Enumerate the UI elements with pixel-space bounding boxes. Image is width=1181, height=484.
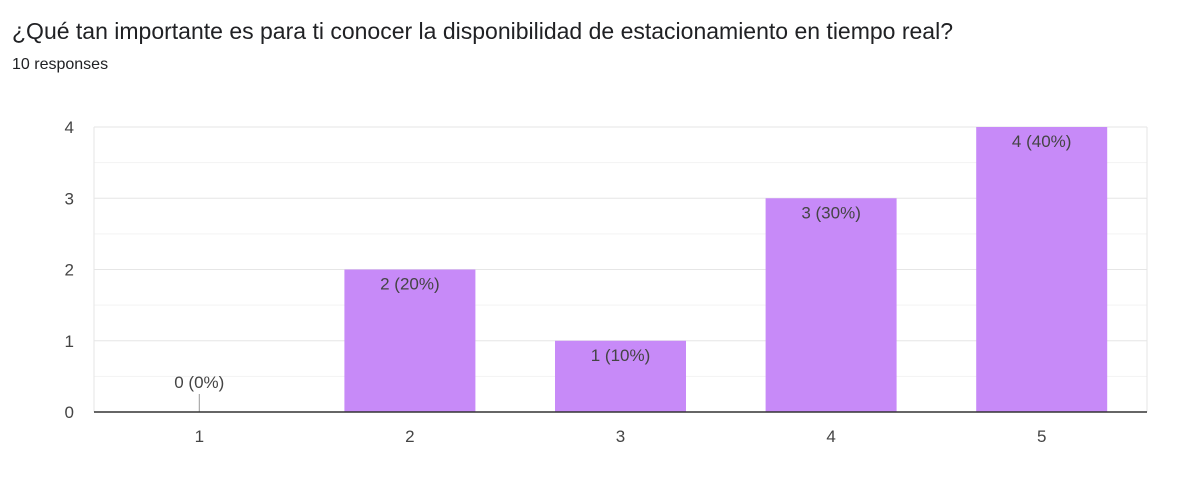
x-tick-label: 3: [616, 427, 625, 446]
bar: [555, 340, 686, 412]
chart-title: ¿Qué tan importante es para ti conocer l…: [12, 18, 954, 44]
bar: [765, 198, 897, 412]
bar: [976, 127, 1108, 412]
bar-data-label: 4 (40%): [1012, 132, 1072, 151]
x-tick-label: 2: [405, 427, 414, 446]
bar-data-label: 3 (30%): [801, 203, 861, 222]
bar-data-label: 1 (10%): [591, 346, 651, 365]
x-tick-label: 1: [195, 427, 204, 446]
x-tick-label: 4: [826, 427, 835, 446]
bar: [344, 269, 476, 412]
y-tick-label: 1: [65, 332, 74, 351]
x-tick-label: 5: [1037, 427, 1046, 446]
response-count: 10 responses: [12, 56, 109, 73]
y-tick-label: 0: [65, 403, 74, 422]
bar-data-label: 2 (20%): [380, 275, 440, 294]
y-tick-label: 4: [65, 118, 74, 137]
bar-data-label: 0 (0%): [174, 373, 224, 392]
y-tick-label: 2: [65, 261, 74, 280]
y-tick-label: 3: [65, 189, 74, 208]
